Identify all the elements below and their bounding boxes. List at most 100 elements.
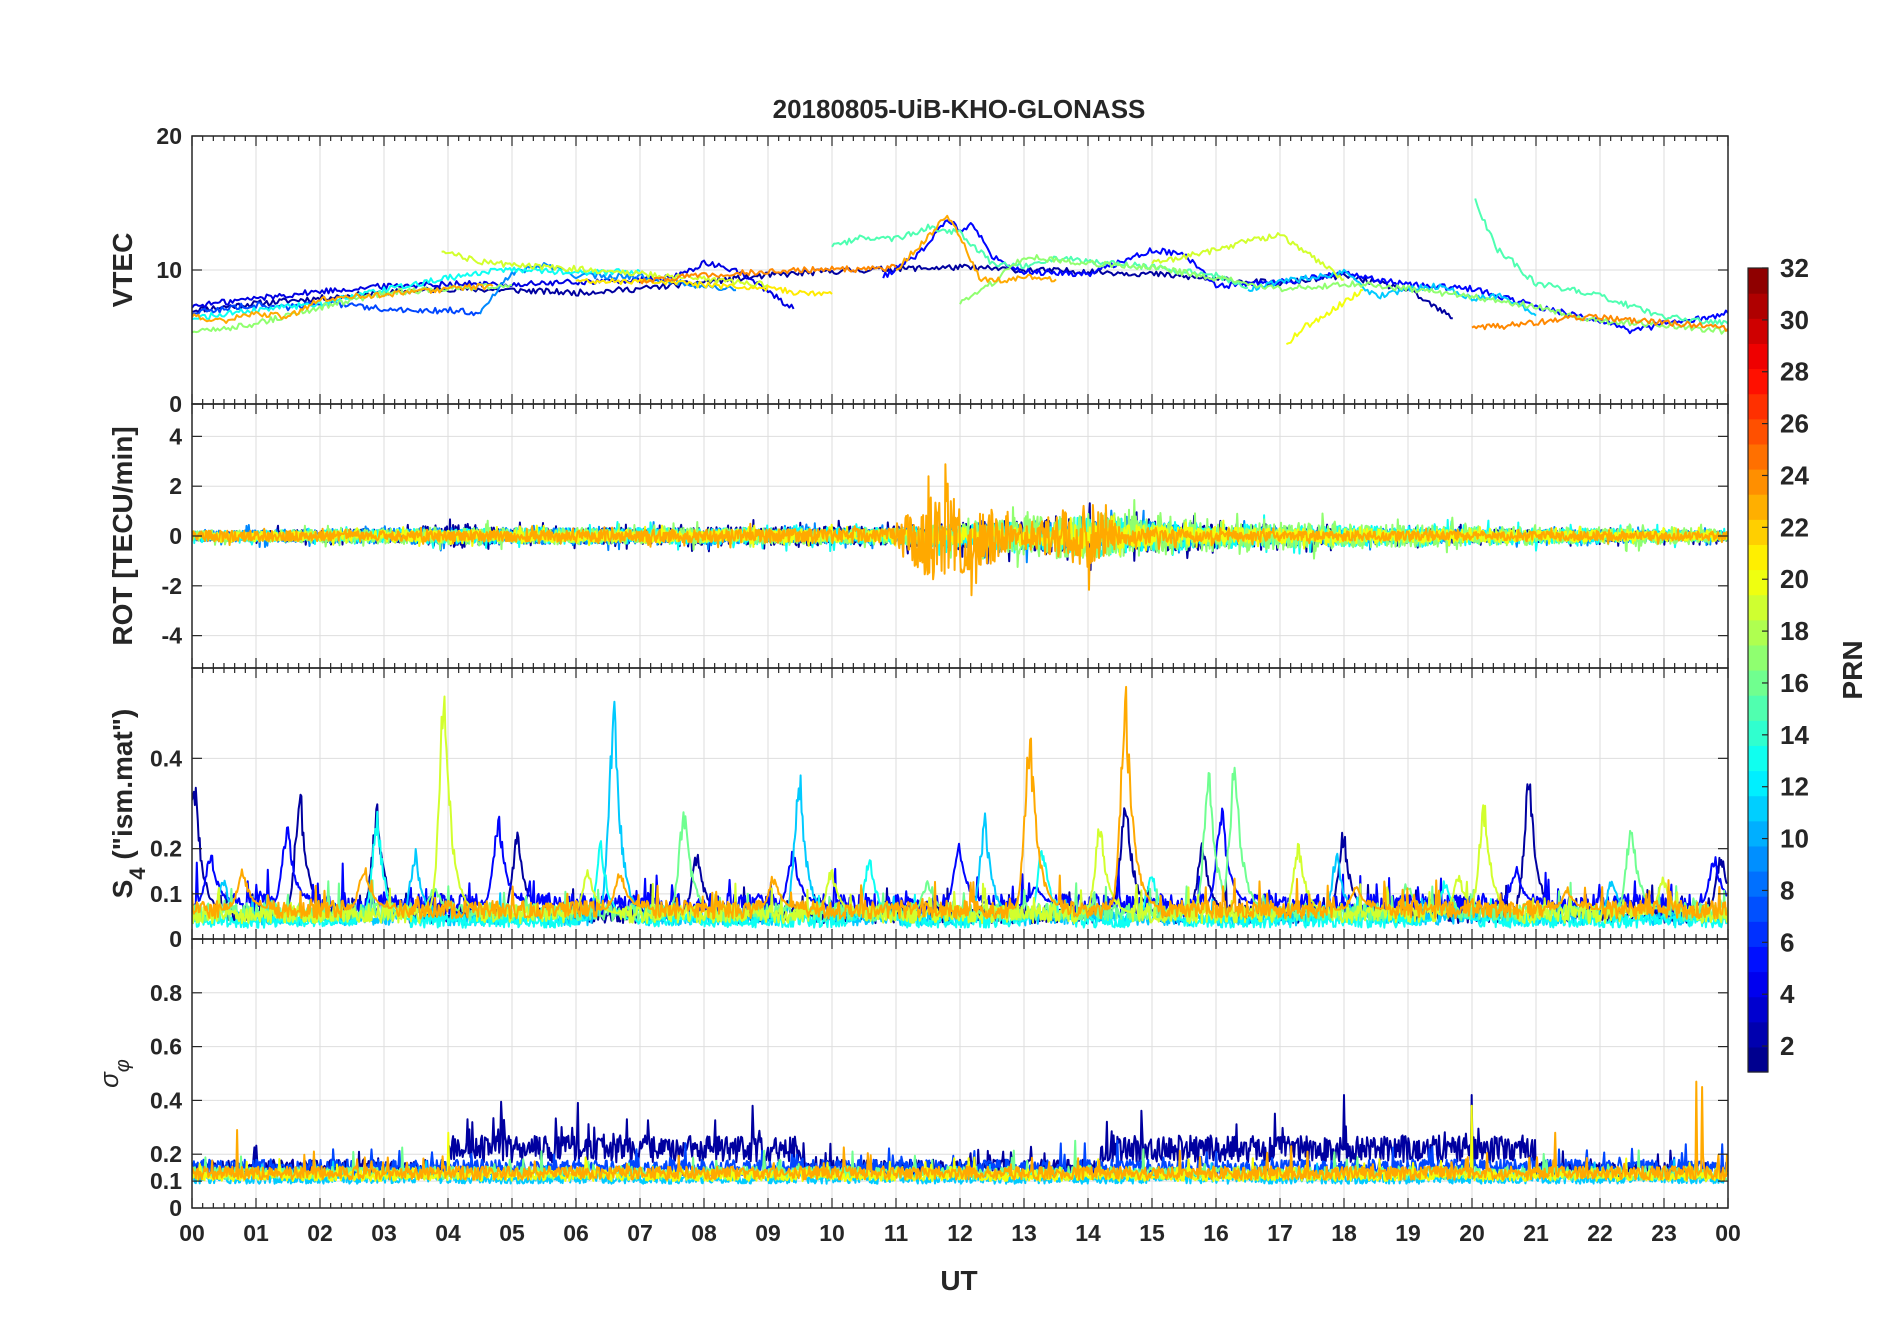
series-line-prn-20 bbox=[192, 1104, 1728, 1183]
series-line-prn-13 bbox=[192, 266, 641, 321]
colorbar-tick-label: 10 bbox=[1780, 824, 1809, 854]
series-line-prn-15 bbox=[1474, 198, 1728, 326]
series-line-prn-23 bbox=[192, 463, 1728, 597]
x-tick-label: 11 bbox=[884, 1220, 909, 1246]
panel-sigma-plot-area bbox=[192, 1080, 1728, 1185]
series-line-prn-21 bbox=[575, 278, 833, 297]
colorbar-band bbox=[1748, 469, 1768, 495]
x-tick-label: 00 bbox=[179, 1220, 205, 1246]
colorbar-band bbox=[1748, 519, 1768, 545]
x-tick-label: 18 bbox=[1331, 1220, 1357, 1246]
y-axis-label-rot: ROT [TECU/min] bbox=[107, 426, 138, 645]
colorbar-tick-label: 4 bbox=[1780, 979, 1795, 1009]
colorbar-band bbox=[1748, 871, 1768, 897]
panel-vtec-plot-area bbox=[192, 198, 1728, 346]
x-tick-label: 14 bbox=[1075, 1220, 1101, 1246]
colorbar-band bbox=[1748, 443, 1768, 470]
series-line-prn-19 bbox=[441, 250, 769, 288]
colorbar-band bbox=[1748, 569, 1768, 596]
colorbar-tick-label: 22 bbox=[1780, 512, 1809, 542]
y-tick-label: 4 bbox=[169, 423, 182, 449]
y-tick-label: 20 bbox=[156, 123, 182, 149]
x-tick-label: 15 bbox=[1139, 1220, 1165, 1246]
colorbar-band bbox=[1748, 644, 1768, 671]
y-tick-label: -2 bbox=[162, 573, 182, 599]
x-tick-label: 22 bbox=[1587, 1220, 1613, 1246]
series-line-prn-17 bbox=[192, 282, 513, 334]
colorbar-band bbox=[1748, 544, 1768, 571]
x-tick-label: 03 bbox=[371, 1220, 397, 1246]
x-tick-label: 06 bbox=[563, 1220, 589, 1246]
colorbar-tick-label: 24 bbox=[1780, 460, 1809, 490]
y-tick-label: -4 bbox=[162, 623, 183, 649]
colorbar-band bbox=[1748, 393, 1768, 420]
colorbar-band bbox=[1748, 1046, 1768, 1073]
x-tick-label: 05 bbox=[499, 1220, 525, 1246]
x-tick-label: 20 bbox=[1459, 1220, 1485, 1246]
colorbar-band bbox=[1748, 368, 1768, 395]
series-line-prn-23 bbox=[192, 283, 494, 324]
colorbar-band bbox=[1748, 418, 1768, 445]
colorbar-band bbox=[1748, 1021, 1768, 1048]
colorbar-tick-label: 16 bbox=[1780, 668, 1809, 698]
y-axis-label-s4: S4 ("ism.mat") bbox=[107, 709, 150, 899]
y-tick-label: 0 bbox=[169, 391, 182, 417]
x-tick-label: 17 bbox=[1267, 1220, 1293, 1246]
x-tick-label: 16 bbox=[1203, 1220, 1229, 1246]
colorbar-band bbox=[1748, 845, 1768, 872]
y-tick-label: 10 bbox=[156, 257, 182, 283]
colorbar-band bbox=[1748, 343, 1768, 370]
y-tick-label: 0.8 bbox=[150, 980, 182, 1006]
y-tick-label: 0.2 bbox=[150, 836, 182, 862]
x-tick-label: 23 bbox=[1651, 1220, 1677, 1246]
y-tick-label: 0.2 bbox=[150, 1141, 182, 1167]
y-tick-label: 0 bbox=[169, 1195, 182, 1221]
series-line-prn-23 bbox=[192, 685, 1728, 920]
x-tick-label: 13 bbox=[1011, 1220, 1037, 1246]
colorbar-band bbox=[1748, 318, 1768, 344]
series-line-prn-17 bbox=[959, 254, 1345, 305]
panel-rot-plot-area bbox=[192, 463, 1728, 597]
colorbar-band bbox=[1748, 494, 1768, 520]
y-tick-label: 0.1 bbox=[150, 881, 182, 907]
colorbar-tick-label: 28 bbox=[1780, 357, 1809, 387]
series-line-prn-24 bbox=[1471, 313, 1728, 332]
colorbar-band bbox=[1748, 921, 1768, 947]
panel-s4-plot-area bbox=[192, 685, 1728, 929]
y-tick-label: 0.6 bbox=[150, 1034, 182, 1060]
colorbar-band bbox=[1748, 695, 1768, 721]
colorbar-band bbox=[1748, 795, 1768, 822]
panels-layer: 0 10 20 VTEC -4 -2 0 2 4 ROT [TECU/min] 0 0.1 0.2 0.4… bbox=[94, 123, 1741, 1246]
colorbar-band bbox=[1748, 996, 1768, 1023]
x-tick-label: 10 bbox=[819, 1220, 845, 1246]
colorbar-band bbox=[1748, 745, 1768, 772]
y-tick-label: 2 bbox=[169, 473, 182, 499]
x-tick-label: 21 bbox=[1523, 1220, 1549, 1246]
colorbar-band bbox=[1748, 896, 1768, 922]
y-tick-label: 0.4 bbox=[150, 745, 182, 771]
y-tick-label: 0.4 bbox=[150, 1087, 182, 1113]
series-line-prn-4 bbox=[192, 259, 795, 310]
y-axis-label-sigma: σφ bbox=[94, 1059, 134, 1088]
colorbar-tick-label: 30 bbox=[1780, 305, 1809, 335]
colorbar-tick-label: 2 bbox=[1780, 1031, 1794, 1061]
y-axis-label-vtec: VTEC bbox=[107, 233, 138, 308]
colorbar-tick-label: 26 bbox=[1780, 409, 1809, 439]
x-tick-label: 19 bbox=[1395, 1220, 1421, 1246]
colorbar-label: PRN bbox=[1837, 640, 1868, 699]
colorbar-tick-label: 18 bbox=[1780, 616, 1809, 646]
colorbar-tick-label: 20 bbox=[1780, 564, 1809, 594]
y-tick-label: 0 bbox=[169, 926, 182, 952]
series-line-prn-24 bbox=[639, 263, 897, 285]
colorbar-tick-label: 12 bbox=[1780, 772, 1809, 802]
x-tick-label: 04 bbox=[435, 1220, 461, 1246]
chart-title: 20180805-UiB-KHO-GLONASS bbox=[773, 94, 1146, 124]
colorbar-band bbox=[1748, 619, 1768, 646]
x-tick-label: 12 bbox=[947, 1220, 973, 1246]
colorbar-tick-label: 14 bbox=[1780, 720, 1809, 750]
colorbar-tick-label: 32 bbox=[1780, 253, 1809, 283]
colorbar-tick-label: 6 bbox=[1780, 927, 1794, 957]
